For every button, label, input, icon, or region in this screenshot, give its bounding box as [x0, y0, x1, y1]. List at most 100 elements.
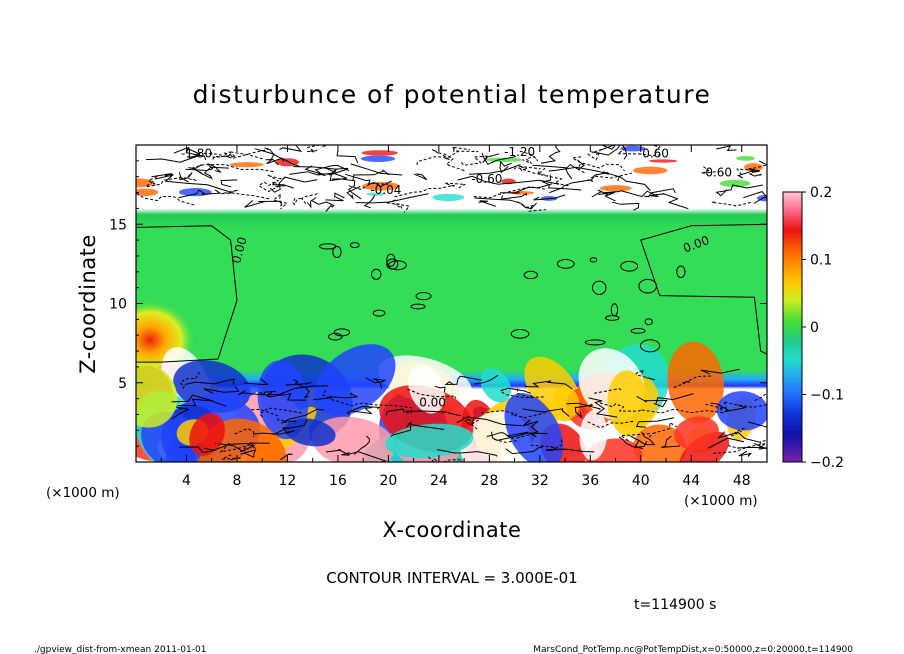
contour-line: [548, 166, 620, 178]
contour-line: [716, 431, 761, 443]
contour-line: [519, 150, 539, 164]
time-text: t=114900 s: [634, 597, 716, 613]
contour-island: [644, 318, 653, 326]
contour-island: [605, 315, 620, 321]
contour-line: [482, 153, 500, 163]
contour-line: [304, 164, 350, 175]
contour-line: [636, 395, 668, 408]
contour-line: [533, 194, 566, 201]
contour-line: [453, 148, 479, 153]
contour-line: [192, 166, 229, 180]
contour-line: [545, 445, 595, 453]
contour-island: [410, 303, 426, 310]
x-axis-label: X-coordinate: [383, 518, 522, 542]
footer-left: ./gpview_dist-from-xmean 2011-01-01: [34, 645, 206, 654]
contour-line: [444, 375, 482, 386]
contour-line: [385, 408, 461, 417]
contour-line: [434, 385, 446, 393]
contour-line: [505, 446, 544, 455]
turbulence-blob: [136, 178, 155, 188]
contour-line: [240, 449, 257, 458]
colorbar: [782, 191, 803, 463]
contour-line: [322, 390, 373, 407]
contour-line: [386, 199, 411, 213]
contour-line: [499, 183, 552, 194]
chart-title: disturbunce of potential temperature: [193, 80, 712, 109]
contour-line: [346, 451, 387, 462]
contour-island: [415, 292, 432, 301]
contour-line: [281, 408, 325, 424]
contour-line: [648, 421, 677, 438]
contour-line: [313, 392, 358, 401]
contour-line: [431, 149, 450, 161]
contour-line: [280, 453, 293, 461]
contour-line: [728, 444, 742, 449]
contour-line: [353, 435, 370, 455]
contour-line: [179, 446, 216, 454]
contour-line: [352, 169, 390, 182]
turbulence-blob: [674, 416, 719, 450]
contour-line: [185, 163, 222, 173]
contour-line: [500, 192, 527, 200]
contour-island: [630, 328, 646, 334]
contour-line: [444, 182, 466, 190]
contour-line: [462, 416, 478, 430]
contour-line: [146, 176, 197, 188]
contour-interval-text: CONTOUR INTERVAL = 3.000E-01: [326, 569, 577, 587]
contour-line: [644, 188, 676, 198]
contour-line: [541, 174, 582, 191]
contour-line: [279, 145, 303, 153]
contour-line: [532, 164, 573, 180]
x-tick-label: 44: [682, 473, 700, 489]
contour-line: [312, 200, 335, 212]
contour-line: [272, 184, 294, 189]
turbulence-blob: [552, 386, 580, 419]
contour-line: [571, 156, 625, 172]
contour-label: -1.80: [181, 147, 212, 161]
contour-line: [179, 172, 193, 181]
contour-line: [253, 427, 295, 435]
contour-line: [374, 404, 413, 414]
contour-line: [443, 153, 466, 171]
contour-line: [203, 386, 240, 394]
contour-line: [289, 171, 347, 179]
contour-label: 0.00: [229, 235, 249, 264]
contour-line: [651, 145, 661, 153]
contour-label: -0.60: [638, 147, 669, 161]
contour-line: [186, 147, 201, 159]
contour-line: [346, 405, 381, 415]
x-unit-left: (×1000 m): [46, 485, 120, 501]
contour-line: [469, 417, 479, 426]
x-tick-label: 40: [632, 473, 650, 489]
turbulence-blob: [136, 364, 178, 428]
turbulence-blob: [744, 162, 763, 172]
contour-line: [151, 173, 173, 178]
contour-line: [325, 449, 350, 456]
turbulence-blob: [632, 166, 668, 175]
contour-line: [237, 389, 276, 396]
contour-line: [203, 148, 269, 159]
zero-contour: [136, 225, 238, 363]
contour-line: [468, 164, 521, 175]
contour-line: [259, 407, 304, 418]
turbulence-blob: [667, 341, 724, 424]
contour-line: [494, 432, 537, 443]
contour-line: [220, 179, 238, 188]
contour-line: [348, 182, 389, 191]
x-tick-label: 12: [279, 473, 297, 489]
contour-line: [710, 402, 747, 413]
turbulence-blob: [360, 155, 396, 163]
contour-line: [478, 200, 496, 207]
contour-line: [365, 377, 386, 389]
contour-island: [589, 257, 598, 263]
contour-island: [591, 280, 607, 295]
contour-line: [587, 148, 603, 161]
contour-line: [622, 145, 628, 160]
contour-line: [266, 385, 329, 396]
contour-line: [416, 146, 470, 166]
contour-line: [577, 162, 587, 175]
contour-line: [177, 398, 227, 407]
contour-line: [616, 147, 661, 157]
contour-line: [184, 378, 235, 385]
contour-line: [518, 165, 541, 172]
